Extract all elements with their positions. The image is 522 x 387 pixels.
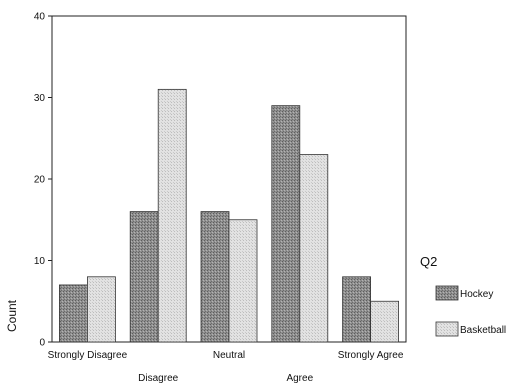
legend-label-hockey: Hockey: [460, 289, 493, 300]
bar-hockey-2: [129, 211, 159, 343]
y-tick-label: 40: [34, 12, 46, 23]
bar-hockey-3: [200, 211, 230, 343]
legend: Q2 Hockey Basketball: [420, 254, 506, 337]
bar-basketball-4: [299, 154, 329, 343]
legend-title: Q2: [420, 254, 437, 269]
bars: [59, 88, 400, 343]
x-category-label: Disagree: [138, 373, 178, 384]
y-tick-label: 0: [39, 338, 45, 349]
bar-basketball-5: [370, 300, 400, 343]
bar-basketball-3: [228, 219, 258, 343]
x-category-label: Strongly Disagree: [48, 350, 128, 361]
x-category-label: Agree: [286, 373, 313, 384]
y-tick-label: 20: [34, 175, 46, 186]
x-category-label: Neutral: [213, 350, 245, 361]
bar-basketball-1: [87, 276, 116, 343]
x-axis-labels: Strongly Disagree Disagree Neutral Agree Str…: [48, 350, 404, 384]
legend-swatch-hockey: [435, 285, 459, 301]
bar-hockey-4: [271, 105, 301, 343]
bar-basketball-2: [157, 88, 187, 343]
y-tick-label: 30: [34, 93, 46, 104]
bar-hockey-5: [342, 276, 372, 343]
y-axis-title: Count: [5, 299, 19, 332]
y-axis: 0 10 20 30 40: [34, 12, 52, 349]
bar-hockey-1: [59, 284, 88, 343]
legend-swatch-basketball: [435, 321, 459, 337]
legend-label-basketball: Basketball: [460, 325, 506, 336]
x-category-label: Strongly Agree: [338, 350, 404, 361]
y-tick-label: 10: [34, 256, 46, 267]
